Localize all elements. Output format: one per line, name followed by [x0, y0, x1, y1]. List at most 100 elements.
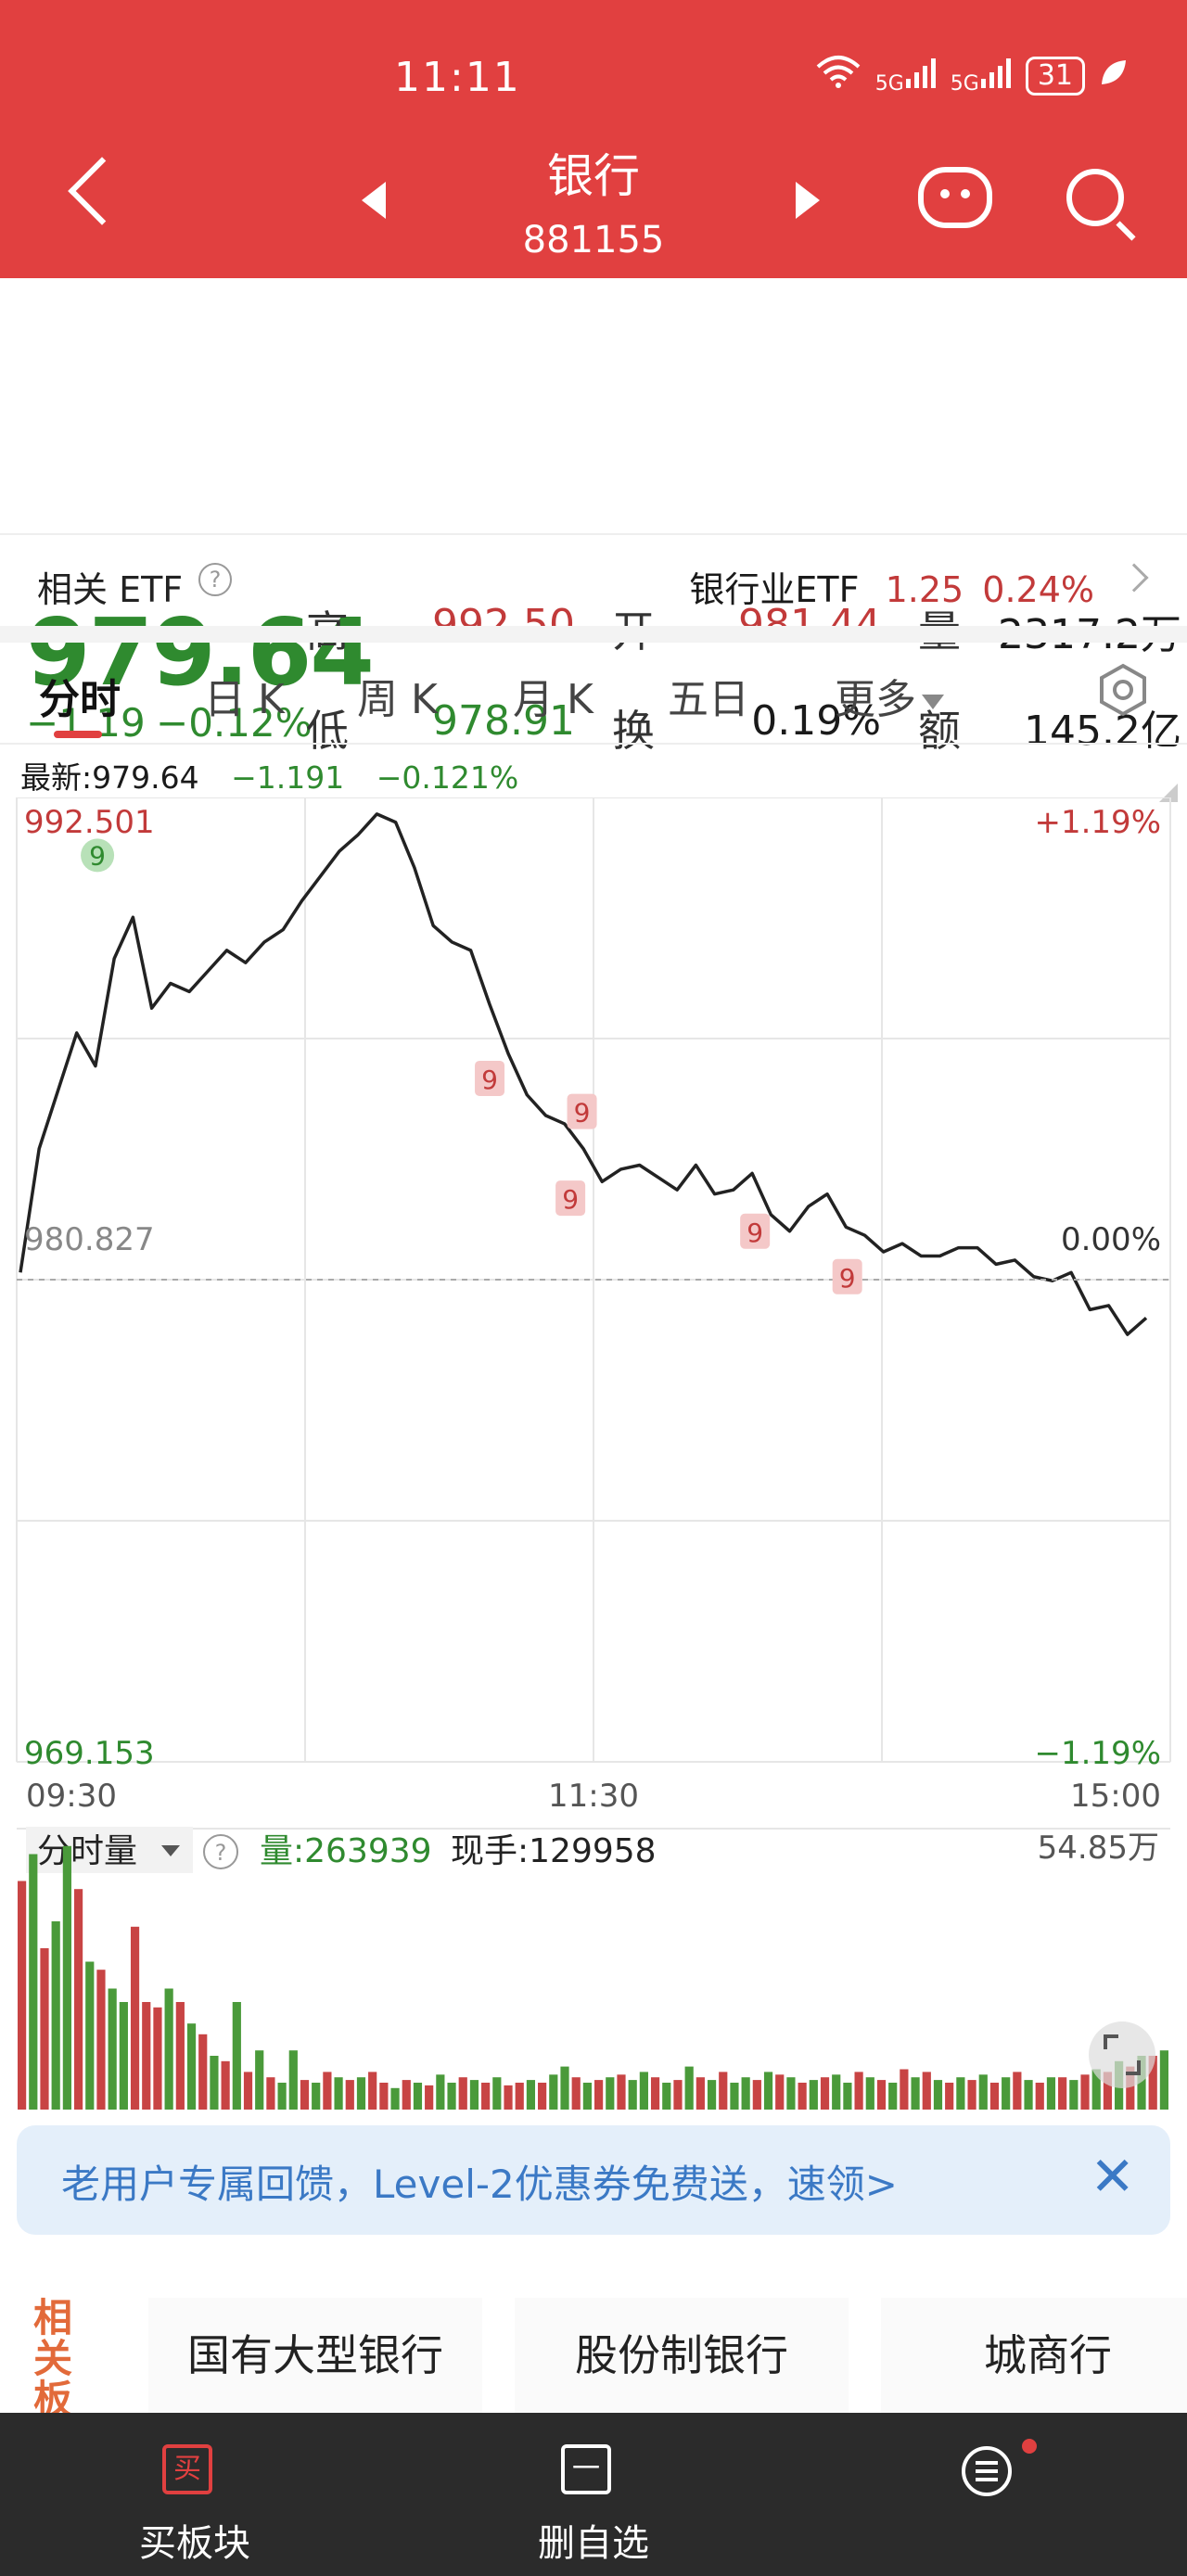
volume-bar: [594, 2080, 604, 2110]
prev-arrow-icon[interactable]: [362, 182, 386, 219]
etf-label: 相关 ETF: [37, 569, 184, 610]
svg-text:9: 9: [89, 840, 106, 871]
nine-mark-2: 9: [555, 1180, 586, 1217]
volume-bar: [639, 2072, 648, 2110]
volume-bar: [379, 2083, 389, 2110]
pct-bottom-label: −1.19%: [1035, 1735, 1162, 1772]
price-line: [19, 812, 1148, 1336]
menu-icon: [962, 2446, 1012, 2496]
promo-banner[interactable]: 老用户专属回馈，Level-2优惠券免费送，速领> ✕: [17, 2125, 1170, 2235]
volume-bar: [1058, 2077, 1067, 2110]
related-sectors-label: 相关板: [33, 2295, 73, 2422]
volume-bar: [323, 2072, 332, 2110]
selector-chevron-icon: [161, 1845, 180, 1856]
promo-text[interactable]: 老用户专属回馈，Level-2优惠券免费送，速领>: [61, 2162, 898, 2207]
volume-bar: [255, 2050, 264, 2110]
related-sector-3[interactable]: 城商行: [881, 2298, 1187, 2413]
settings-hex-icon[interactable]: [1096, 663, 1150, 717]
volume-bar: [945, 2083, 954, 2110]
volume-bar: [300, 2080, 310, 2110]
volume-max-label: 54.85万: [1038, 1830, 1159, 1867]
volume-bar: [334, 2077, 343, 2110]
magic-nine-marks: 9 9 9 9 9 9: [81, 838, 862, 1294]
volume-bar: [865, 2077, 874, 2110]
app-header: 11:11 5G 5G 31 银行 881155: [0, 0, 1187, 278]
intraday-chart[interactable]: 9 9 9 9 9 9 992.501 980.827 969.153 +1.19% 0.…: [0, 797, 1187, 2114]
volume-bar: [119, 2002, 128, 2110]
volume-bar: [526, 2080, 536, 2110]
status-time: 11:11: [394, 54, 521, 101]
volume-bar: [447, 2083, 456, 2110]
volume-bar: [978, 2074, 988, 2110]
volume-bar: [843, 2083, 852, 2110]
pct-top-label: +1.19%: [1035, 804, 1162, 841]
tab-intraday[interactable]: 分时: [39, 676, 121, 723]
chart-grid: [16, 797, 1171, 1830]
volume-bar: [763, 2072, 773, 2110]
latest-change: −1.191: [231, 759, 345, 796]
volume-bar: [492, 2077, 502, 2110]
related-sector-2[interactable]: 股份制银行: [515, 2298, 849, 2413]
nine-mark-green: 9: [81, 838, 115, 873]
volume-bar: [628, 2080, 637, 2110]
wifi-icon: [814, 54, 862, 97]
volume-bar: [1091, 2069, 1101, 2110]
tab-more[interactable]: 更多: [835, 666, 944, 725]
remove-watchlist-button[interactable]: 一 删自选: [454, 2413, 733, 2576]
volume-bar: [1046, 2077, 1056, 2110]
volume-bar: [515, 2083, 524, 2110]
volume-selector-bg: [26, 1827, 193, 1873]
volume-bar: [662, 2083, 671, 2110]
active-tab-indicator: [54, 731, 102, 738]
volume-bar: [210, 2056, 219, 2110]
volume-bars: [18, 1845, 1168, 2110]
tab-monthly-k[interactable]: 月 K: [513, 676, 594, 723]
low-label: 低: [306, 706, 349, 756]
next-arrow-icon[interactable]: [796, 182, 820, 219]
signal-icon-2: 5G: [951, 57, 1013, 96]
etf-quote[interactable]: 银行业ETF 1.25 0.24%: [689, 561, 1094, 612]
x-label-start: 09:30: [26, 1778, 117, 1815]
buy-sector-button[interactable]: 买 买板块: [56, 2413, 334, 2576]
bottom-action-bar: 买 买板块 一 删自选: [0, 2413, 1187, 2576]
robot-icon[interactable]: [918, 167, 992, 228]
volume-bar: [752, 2080, 761, 2110]
volume-bar: [51, 1921, 60, 2110]
volume-bar: [876, 2080, 887, 2110]
volume-help-text: ?: [215, 1840, 227, 1866]
volume-bar: [469, 2080, 479, 2110]
volume-bar: [175, 2002, 185, 2110]
related-sector-1[interactable]: 国有大型银行: [148, 2298, 482, 2413]
tab-weekly-k[interactable]: 周 K: [357, 676, 438, 723]
tab-daily-k[interactable]: 日 K: [204, 676, 285, 723]
volume-bar: [198, 2034, 208, 2110]
volume-bar: [153, 2007, 162, 2110]
volume-bar: [933, 2080, 943, 2110]
volume-bar: [560, 2066, 569, 2110]
volume-bar: [18, 1881, 27, 2110]
chart-info-line: 最新:979.64 −1.191 −0.121%: [20, 753, 518, 797]
volume-bar: [854, 2072, 863, 2110]
tab-five-day[interactable]: 五日: [668, 676, 749, 723]
volume-bar: [436, 2074, 445, 2110]
volume-bar: [277, 2083, 287, 2110]
svg-text:9: 9: [574, 1098, 591, 1129]
search-icon[interactable]: [1066, 169, 1124, 226]
volume-bar: [29, 1854, 38, 2110]
menu-button[interactable]: [853, 2413, 1131, 2576]
help-icon[interactable]: ?: [198, 563, 232, 596]
volume-bar: [1035, 2083, 1044, 2110]
volume-bar: [402, 2080, 411, 2110]
amount-value: 145.2亿: [1024, 708, 1181, 755]
nine-mark-4: 9: [832, 1258, 862, 1294]
nine-mark-1: 9: [567, 1093, 597, 1129]
related-etf-row[interactable]: [0, 533, 1187, 626]
nine-mark-0: 9: [475, 1060, 505, 1096]
close-icon[interactable]: ✕: [1090, 2145, 1135, 2208]
volume-bar: [1013, 2072, 1022, 2110]
volume-bar: [967, 2080, 976, 2110]
volume-bar: [707, 2080, 717, 2110]
y-top-label: 992.501: [24, 804, 155, 841]
volume-bar: [786, 2077, 796, 2110]
turnover-value: 0.19%: [751, 697, 881, 745]
